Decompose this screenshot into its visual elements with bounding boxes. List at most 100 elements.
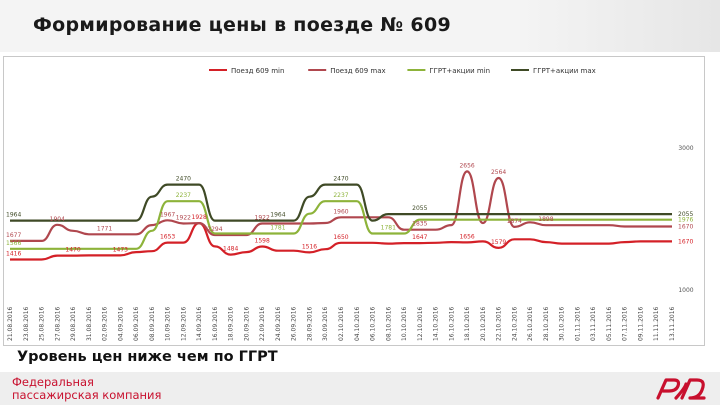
header-bar (0, 0, 720, 52)
data-label: 1835 (412, 221, 427, 228)
x-tick-label: 04.09.2016 (117, 306, 124, 341)
x-tick-label: 27.08.2016 (54, 306, 61, 341)
company-name: Федеральная пассажирская компания (12, 376, 161, 402)
x-tick-label: 14.10.2016 (433, 306, 440, 341)
x-tick-label: 16.09.2016 (212, 306, 219, 341)
x-tick-label: 20.09.2016 (243, 306, 250, 341)
rzd-logo (656, 378, 706, 400)
x-tick-label: 28.10.2016 (543, 306, 550, 341)
data-label: 2470 (176, 176, 191, 183)
data-label: 1653 (160, 234, 175, 241)
x-tick-label: 16.10.2016 (448, 306, 455, 341)
x-tick-label: 21.08.2016 (7, 306, 14, 341)
x-tick-label: 23.08.2016 (23, 306, 30, 341)
y-tick-label: 1000 (678, 287, 693, 294)
x-tick-label: 26.10.2016 (527, 306, 534, 341)
x-tick-label: 20.10.2016 (480, 306, 487, 341)
x-tick-label: 06.09.2016 (133, 306, 140, 341)
x-tick-label: 10.10.2016 (401, 306, 408, 341)
x-tick-label: 26.09.2016 (291, 306, 298, 341)
data-label: 1566 (6, 240, 21, 247)
x-tick-label: 18.10.2016 (464, 306, 471, 341)
company-name-line2: пассажирская компания (12, 388, 162, 402)
data-label: 2237 (333, 192, 348, 199)
x-tick-label: 06.10.2016 (370, 306, 377, 341)
data-label: 1874 (507, 218, 522, 225)
company-name-line1: Федеральная (12, 375, 94, 389)
x-tick-label: 30.09.2016 (322, 306, 329, 341)
series-line-1 (10, 222, 672, 261)
page-title: Формирование цены в поезде № 609 (33, 14, 451, 36)
x-tick-label: 09.11.2016 (637, 306, 644, 341)
x-tick-label: 22.09.2016 (259, 306, 266, 341)
x-tick-label: 12.09.2016 (180, 306, 187, 341)
data-label: 2055 (678, 211, 693, 218)
data-label: 1579 (491, 239, 506, 246)
series-line-3 (10, 200, 672, 250)
x-tick-label: 02.09.2016 (102, 306, 109, 341)
x-tick-label: 22.10.2016 (496, 306, 503, 341)
data-label: 1960 (333, 208, 348, 215)
data-label: 1964 (270, 212, 285, 219)
x-tick-label: 24.09.2016 (275, 306, 282, 341)
data-label: 1484 (223, 246, 238, 253)
data-label: 1470 (65, 247, 80, 254)
x-tick-label: 10.09.2016 (165, 306, 172, 341)
x-tick-label: 28.09.2016 (306, 306, 313, 341)
data-label: 2470 (333, 176, 348, 183)
x-tick-label: 24.10.2016 (511, 306, 518, 341)
data-label: 1516 (302, 243, 317, 250)
data-label: 1976 (678, 217, 693, 224)
x-tick-label: 05.11.2016 (606, 306, 613, 341)
footer-bar (0, 372, 720, 405)
data-label: 1781 (270, 225, 285, 232)
x-tick-label: 04.10.2016 (354, 306, 361, 341)
data-label: 1967 (160, 211, 175, 218)
data-label: 1473 (113, 246, 128, 253)
x-tick-label: 13.11.2016 (669, 306, 676, 341)
x-tick-label: 01.11.2016 (574, 306, 581, 341)
legend-label: ГГРТ+акции max (533, 67, 596, 75)
data-label: 1781 (381, 225, 396, 232)
data-label: 1677 (6, 232, 21, 239)
chart-frame: Поезд 609 min Поезд 609 max ГГРТ+акции min… (3, 56, 705, 346)
x-tick-label: 07.11.2016 (622, 306, 629, 341)
y-tick-label: 3000 (678, 145, 693, 152)
legend-label: Поезд 609 min (231, 67, 284, 75)
x-tick-label: 29.08.2016 (70, 306, 77, 341)
header-shade (520, 0, 720, 52)
price-chart: Поезд 609 min Поезд 609 max ГГРТ+акции min… (6, 67, 694, 341)
data-label: 2055 (412, 205, 427, 212)
data-label: 1898 (538, 216, 553, 223)
x-tick-label: 12.10.2016 (417, 306, 424, 341)
data-label: 1771 (97, 225, 112, 232)
x-tick-label: 18.09.2016 (228, 306, 235, 341)
data-label: 2237 (176, 192, 191, 199)
data-label: 1904 (50, 216, 65, 223)
data-label: 1922 (176, 215, 191, 222)
data-label: 1656 (459, 233, 474, 240)
series-line-2 (10, 170, 672, 243)
x-tick-label: 11.11.2016 (653, 306, 660, 341)
x-tick-label: 30.10.2016 (559, 306, 566, 341)
data-label: 2294 (207, 226, 222, 233)
data-label: 1647 (412, 234, 427, 241)
data-label: 2656 (459, 162, 474, 169)
x-tick-label: 31.08.2016 (86, 306, 93, 341)
x-tick-label: 02.10.2016 (338, 306, 345, 341)
x-tick-label: 25.08.2016 (39, 306, 46, 341)
series-line-4 (9, 183, 672, 222)
x-tick-label: 08.10.2016 (385, 306, 392, 341)
x-tick-label: 14.09.2016 (196, 306, 203, 341)
data-label: 2564 (491, 169, 506, 176)
legend-label: Поезд 609 max (330, 67, 385, 75)
x-tick-label: 08.09.2016 (149, 306, 156, 341)
legend-label: ГГРТ+акции min (429, 67, 490, 75)
data-label: 1670 (678, 238, 693, 245)
data-label: 1670 (678, 224, 693, 231)
data-label: 1598 (255, 238, 270, 245)
data-label: 1650 (333, 234, 348, 241)
slide-subtitle: Уровень цен ниже чем по ГГРТ (17, 349, 278, 365)
data-label: 1928 (192, 214, 207, 221)
data-label: 1964 (6, 212, 21, 219)
